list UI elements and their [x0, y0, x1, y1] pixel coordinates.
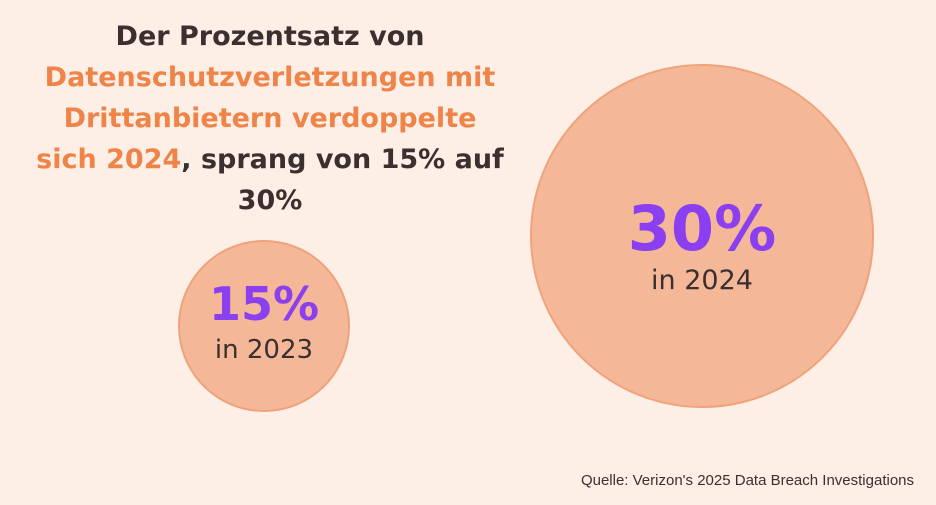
year-label-2023: in 2023 — [214, 335, 314, 365]
title-part-dark: Der Prozentsatz von — [115, 21, 425, 52]
bubble-2024: 30% in 2024 — [530, 64, 874, 408]
value-label-2023: 15% — [208, 277, 320, 331]
chart-title: Der Prozentsatz von Datenschutzverletzung… — [30, 16, 510, 221]
title-part-accent: Datenschutzverletzungen mit Drittanbiete… — [36, 62, 496, 175]
bubble-2023: 15% in 2023 — [178, 240, 350, 412]
title-part-dark-end: , sprang von 15% auf 30% — [181, 144, 504, 216]
source-note: Quelle: Verizon's 2025 Data Breach Inves… — [580, 472, 914, 489]
value-label-2024: 30% — [627, 192, 777, 265]
year-label-2024: in 2024 — [651, 265, 753, 296]
